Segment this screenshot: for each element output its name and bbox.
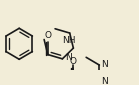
Text: N: N <box>101 60 108 69</box>
Text: O: O <box>44 31 51 40</box>
Text: O: O <box>70 57 76 66</box>
Text: N: N <box>101 77 108 85</box>
Text: N: N <box>65 53 72 62</box>
Text: NH: NH <box>62 36 76 45</box>
